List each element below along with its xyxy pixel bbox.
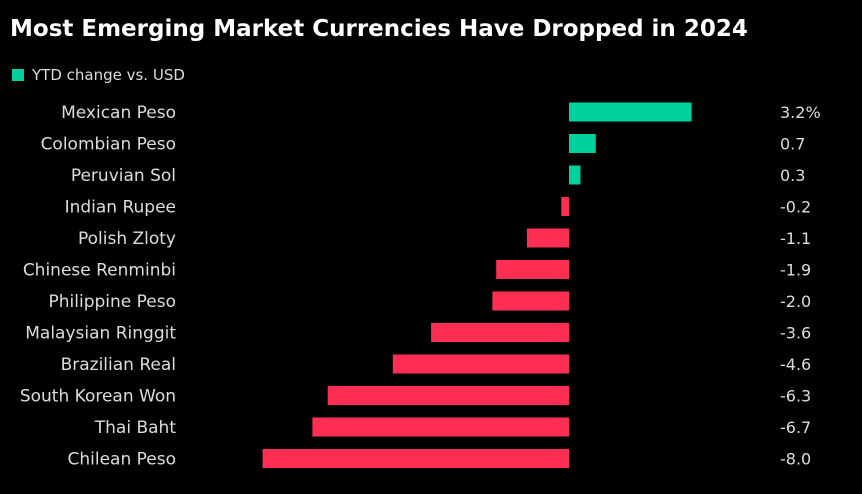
bar-indian-rupee: [561, 197, 569, 216]
value-label: -3.6: [780, 324, 811, 343]
category-label: Philippine Peso: [49, 292, 177, 312]
category-label: Chinese Renminbi: [23, 261, 176, 281]
chart-title: Most Emerging Market Currencies Have Dro…: [10, 16, 748, 42]
bar-south-korean-won: [327, 386, 569, 405]
category-label: Brazilian Real: [61, 355, 176, 375]
value-label: -1.1: [780, 229, 811, 248]
value-label: -2.0: [780, 292, 811, 311]
value-label: 3.2%: [780, 103, 821, 122]
bar-brazilian-real: [392, 354, 569, 374]
category-label: Malaysian Ringgit: [25, 324, 176, 344]
bar-malaysian-ringgit: [431, 323, 569, 342]
legend-swatch: [12, 69, 24, 81]
value-label: -8.0: [780, 450, 811, 469]
bar-colombian-peso: [569, 134, 596, 153]
bar-chinese-renminbi: [496, 260, 569, 279]
value-label: -4.6: [780, 355, 811, 374]
category-label: Colombian Peso: [41, 135, 176, 155]
value-label: -0.2: [780, 198, 811, 217]
chart-legend: YTD change vs. USD: [12, 66, 185, 84]
category-label: Peruvian Sol: [71, 166, 176, 186]
bar-polish-zloty: [526, 228, 569, 248]
value-label: -6.3: [780, 387, 811, 406]
category-label: Mexican Peso: [61, 103, 176, 123]
category-label: South Korean Won: [20, 387, 176, 407]
legend-label: YTD change vs. USD: [32, 66, 185, 84]
bar-chilean-peso: [262, 449, 569, 468]
value-label: -6.7: [780, 418, 811, 437]
category-label: Indian Rupee: [65, 198, 176, 218]
category-label: Chilean Peso: [67, 450, 176, 470]
bar-thai-baht: [312, 417, 569, 437]
value-label: 0.3: [780, 166, 805, 185]
bar-peruvian-sol: [569, 165, 581, 185]
category-label: Polish Zloty: [78, 229, 176, 249]
value-label: 0.7: [780, 135, 805, 154]
category-label: Thai Baht: [94, 418, 177, 438]
bar-philippine-peso: [492, 291, 569, 311]
bar-mexican-peso: [569, 102, 692, 122]
value-label: -1.9: [780, 261, 811, 280]
